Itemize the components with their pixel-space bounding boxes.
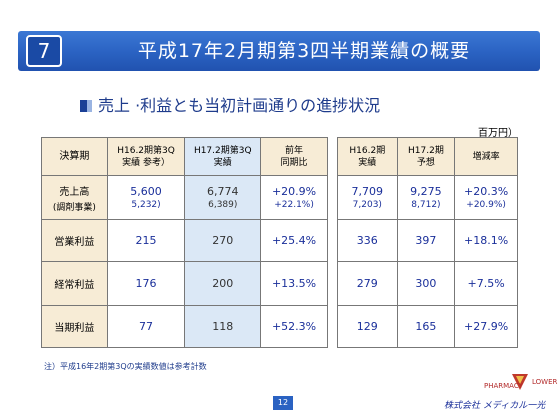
header-label: 実績 参考） <box>122 157 170 168</box>
table-row: 129 165 +27.9% <box>337 305 518 348</box>
value-cell: 6,774 6,389) <box>184 175 262 220</box>
header-cell: 前年 同期比 <box>260 137 328 176</box>
value-cell: 118 <box>184 305 262 348</box>
header-cell: H17.2期 予想 <box>396 137 456 176</box>
value-cell: 176 <box>106 261 186 306</box>
value-cell: +52.3% <box>260 305 328 348</box>
row-label: 営業利益 <box>41 219 108 262</box>
fiscal-forecast-table: H16.2期 実績 H17.2期 予想 増減率 7,709 7,203) 9,2… <box>337 137 518 348</box>
header-cell: H17.2期第3Q 実績 <box>184 137 262 176</box>
footnote: 注）平成16年2期第3Qの実績数値は参考計数 <box>44 362 207 371</box>
subheading-text: 売上 ·利益とも当初計画通りの進捗状況 <box>98 96 381 115</box>
value-cell: 397 <box>396 219 456 262</box>
table-row: 経常利益 176 200 +13.5% <box>41 261 328 306</box>
section-number: 7 <box>26 35 62 67</box>
unit-label: 百万円） <box>478 128 518 139</box>
slide-title: 平成17年2月期第3四半期業績の概要 <box>137 40 471 62</box>
value-cell: +20.9% +22.1%) <box>260 175 328 220</box>
sub-value: 5,232) <box>131 200 161 210</box>
value-cell: 5,600 5,232) <box>106 175 186 220</box>
row-label: 売上高 (調剤事業) <box>41 175 108 220</box>
header-label: H17.2期第3Q <box>193 145 252 156</box>
table-row: 7,709 7,203) 9,275 8,712) +20.3% +20.9%) <box>337 175 518 220</box>
sub-value: +20.9%) <box>466 200 506 210</box>
value-cell: +18.1% <box>454 219 518 262</box>
header-label: 決算期 <box>59 150 90 162</box>
value: 9,275 <box>410 185 442 198</box>
table-header-row: 決算期 H16.2期第3Q 実績 参考） H17.2期第3Q 実績 前年 同期比 <box>41 137 328 176</box>
header-label: 前年 <box>285 145 304 156</box>
value-cell: 270 <box>184 219 262 262</box>
logo-lower-text: LOWER <box>532 378 558 386</box>
value-cell: +27.9% <box>454 305 518 348</box>
company-logo: PHARMACY LOWER 株式会社 メディカル一光 <box>444 370 558 416</box>
value-cell: 336 <box>337 219 398 262</box>
row-sublabel: (調剤事業) <box>52 202 96 213</box>
header-label: 実績 <box>213 157 232 168</box>
value-cell: 129 <box>337 305 398 348</box>
value-cell: 77 <box>106 305 186 348</box>
value-cell: 300 <box>396 261 456 306</box>
value-cell: +20.3% +20.9%) <box>454 175 518 220</box>
sub-value: 8,712) <box>411 200 441 210</box>
value-cell: 200 <box>184 261 262 306</box>
row-label-text: 売上高 <box>59 186 90 198</box>
value-cell: 9,275 8,712) <box>396 175 456 220</box>
header-cell: H16.2期 実績 <box>337 137 398 176</box>
value: +20.3% <box>464 185 509 198</box>
value-cell: 279 <box>337 261 398 306</box>
value-cell: 7,709 7,203) <box>337 175 398 220</box>
table-row: 当期利益 77 118 +52.3% <box>41 305 328 348</box>
quarterly-results-table: 決算期 H16.2期第3Q 実績 参考） H17.2期第3Q 実績 前年 同期比… <box>41 137 328 348</box>
header-label: 予想 <box>416 157 435 168</box>
header-cell: 増減率 <box>454 137 518 176</box>
value-cell: 215 <box>106 219 186 262</box>
header-label: 増減率 <box>472 151 500 162</box>
value: +20.9% <box>271 185 317 198</box>
value: 5,600 <box>130 185 162 198</box>
value-cell: +25.4% <box>260 219 328 262</box>
header-cell: H16.2期第3Q 実績 参考） <box>106 137 186 176</box>
header-label: 同期比 <box>280 157 308 168</box>
value-cell: 165 <box>396 305 456 348</box>
header-label: H17.2期 <box>408 145 444 156</box>
title-bar: 7 平成17年2月期第3四半期業績の概要 <box>18 31 540 71</box>
table-row: 営業利益 215 270 +25.4% <box>41 219 328 262</box>
company-name: 株式会社 メディカル一光 <box>444 401 546 411</box>
value: 6,774 <box>207 185 239 198</box>
sub-value: 7,203) <box>352 200 382 210</box>
value: 7,709 <box>351 185 384 198</box>
row-label: 当期利益 <box>41 305 108 348</box>
sub-value: 6,389) <box>208 200 238 210</box>
table-row: 336 397 +18.1% <box>337 219 518 262</box>
square-bullet-icon <box>80 100 92 112</box>
sub-value: +22.1%) <box>274 200 314 210</box>
table-row: 売上高 (調剤事業) 5,600 5,232) 6,774 6,389) +20… <box>41 175 328 220</box>
table-row: 279 300 +7.5% <box>337 261 518 306</box>
header-label: H16.2期第3Q <box>117 145 175 156</box>
header-cell: 決算期 <box>41 137 108 176</box>
row-label: 経常利益 <box>41 261 108 306</box>
header-label: H16.2期 <box>349 145 386 156</box>
value-cell: +13.5% <box>260 261 328 306</box>
table-header-row: H16.2期 実績 H17.2期 予想 増減率 <box>337 137 518 176</box>
header-label: 実績 <box>358 157 377 168</box>
triangle-logo-icon <box>512 374 528 390</box>
value-cell: +7.5% <box>454 261 518 306</box>
page-number: 12 <box>273 396 293 410</box>
logo-pharmacy-text: PHARMACY <box>484 382 523 390</box>
